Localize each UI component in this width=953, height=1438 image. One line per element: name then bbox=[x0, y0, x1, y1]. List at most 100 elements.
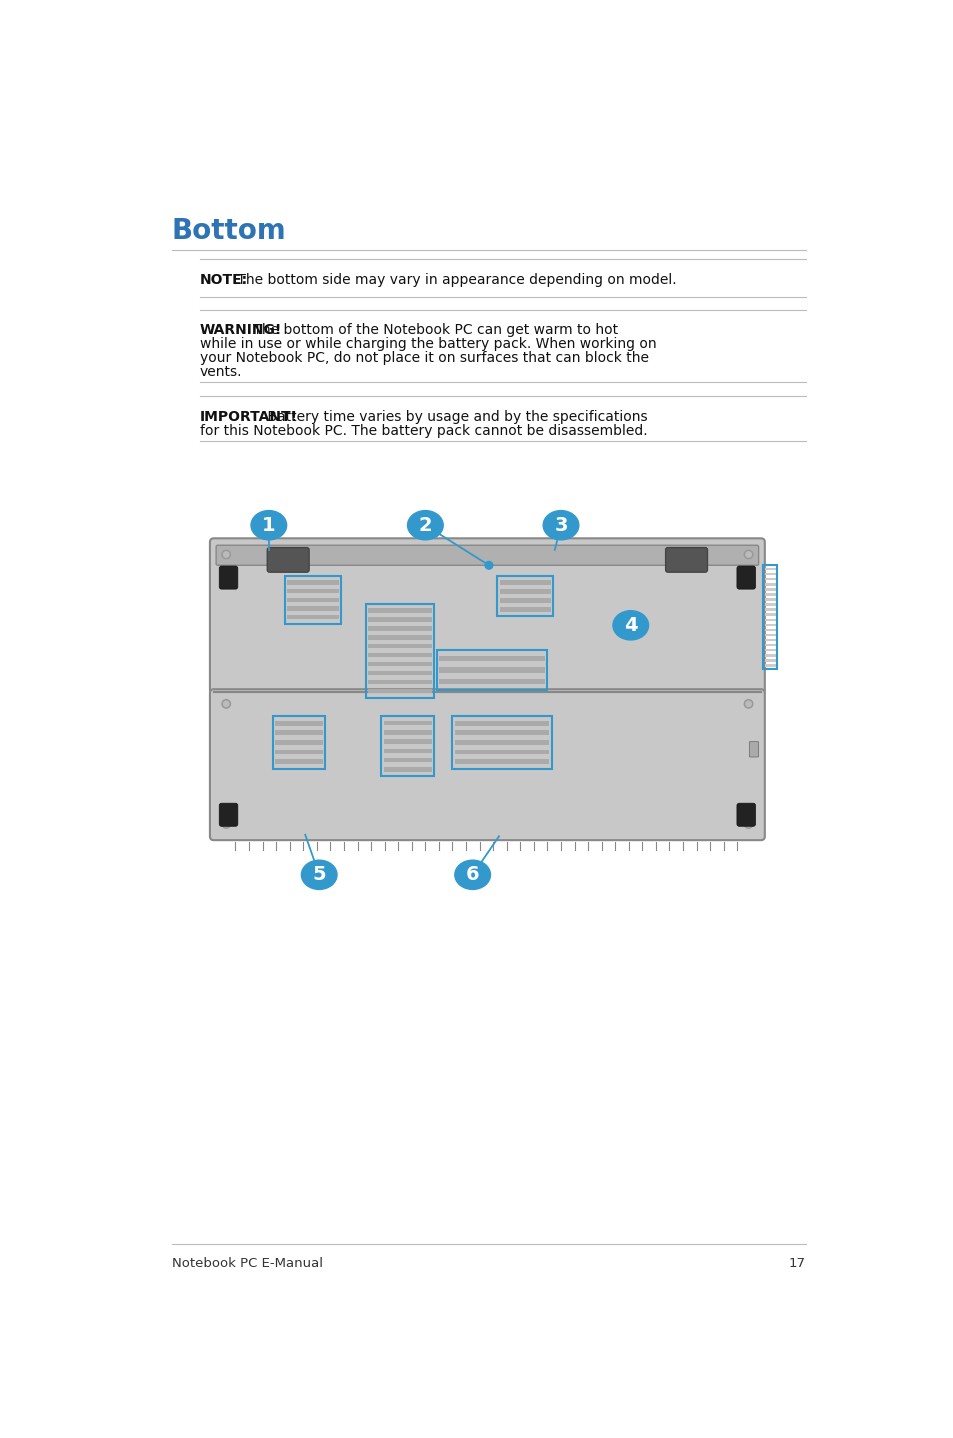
FancyBboxPatch shape bbox=[210, 689, 764, 840]
Bar bbox=[499, 598, 550, 603]
Bar bbox=[764, 588, 775, 591]
Bar bbox=[383, 766, 431, 772]
Bar bbox=[383, 749, 431, 754]
Bar bbox=[368, 617, 431, 621]
Bar bbox=[383, 758, 431, 762]
FancyBboxPatch shape bbox=[267, 548, 309, 572]
Bar bbox=[497, 577, 553, 615]
Bar bbox=[764, 638, 775, 641]
Bar bbox=[439, 667, 544, 673]
FancyBboxPatch shape bbox=[219, 567, 237, 590]
FancyBboxPatch shape bbox=[216, 545, 758, 565]
Circle shape bbox=[743, 551, 752, 559]
Circle shape bbox=[222, 551, 231, 559]
Bar bbox=[368, 689, 431, 693]
Circle shape bbox=[222, 820, 231, 828]
Bar bbox=[287, 615, 338, 620]
Text: Notebook PC E-Manual: Notebook PC E-Manual bbox=[172, 1257, 323, 1270]
Bar bbox=[383, 731, 431, 735]
Bar bbox=[455, 749, 549, 755]
FancyBboxPatch shape bbox=[665, 548, 707, 572]
Bar bbox=[455, 759, 549, 764]
Bar bbox=[452, 716, 551, 768]
Bar bbox=[764, 568, 775, 571]
Text: 3: 3 bbox=[554, 516, 567, 535]
Bar bbox=[285, 577, 340, 624]
Bar bbox=[368, 608, 431, 613]
FancyBboxPatch shape bbox=[219, 804, 237, 827]
Bar bbox=[764, 654, 775, 657]
Bar bbox=[383, 720, 431, 725]
Bar bbox=[455, 720, 549, 726]
Bar bbox=[287, 581, 338, 585]
Bar bbox=[274, 741, 323, 745]
Bar bbox=[368, 644, 431, 649]
Text: WARNING!: WARNING! bbox=[199, 324, 282, 338]
Text: The bottom of the Notebook PC can get warm to hot: The bottom of the Notebook PC can get wa… bbox=[249, 324, 618, 338]
Bar bbox=[439, 656, 544, 661]
Bar bbox=[764, 582, 775, 585]
Text: IMPORTANT!: IMPORTANT! bbox=[199, 410, 297, 424]
FancyBboxPatch shape bbox=[748, 742, 758, 756]
Circle shape bbox=[743, 700, 752, 707]
FancyBboxPatch shape bbox=[736, 804, 755, 827]
Circle shape bbox=[223, 552, 229, 557]
Bar bbox=[764, 592, 775, 595]
Bar bbox=[368, 626, 431, 631]
Circle shape bbox=[745, 552, 750, 557]
Bar bbox=[439, 679, 544, 684]
Bar bbox=[764, 572, 775, 575]
Bar bbox=[764, 634, 775, 636]
Circle shape bbox=[745, 821, 750, 827]
Text: 6: 6 bbox=[465, 866, 479, 884]
Bar bbox=[764, 598, 775, 601]
Bar bbox=[368, 653, 431, 657]
Bar bbox=[368, 672, 431, 676]
Bar bbox=[764, 608, 775, 611]
Text: vents.: vents. bbox=[199, 365, 242, 380]
Text: 4: 4 bbox=[623, 615, 637, 634]
Bar bbox=[365, 604, 434, 697]
Circle shape bbox=[223, 821, 229, 827]
Bar bbox=[764, 604, 775, 605]
Bar bbox=[368, 661, 431, 666]
Circle shape bbox=[484, 561, 493, 569]
FancyBboxPatch shape bbox=[210, 538, 764, 695]
Text: while in use or while charging the battery pack. When working on: while in use or while charging the batte… bbox=[199, 338, 656, 351]
Bar bbox=[764, 618, 775, 621]
Text: 1: 1 bbox=[262, 516, 275, 535]
Text: for this Notebook PC. The battery pack cannot be disassembled.: for this Notebook PC. The battery pack c… bbox=[199, 424, 647, 437]
Bar bbox=[368, 680, 431, 684]
Ellipse shape bbox=[542, 510, 578, 539]
Ellipse shape bbox=[251, 510, 286, 539]
Text: Bottom: Bottom bbox=[172, 217, 287, 246]
Text: Battery time varies by usage and by the specifications: Battery time varies by usage and by the … bbox=[262, 410, 646, 424]
Text: 17: 17 bbox=[788, 1257, 805, 1270]
Bar bbox=[499, 581, 550, 585]
Bar bbox=[274, 731, 323, 735]
Ellipse shape bbox=[407, 510, 443, 539]
Text: The bottom side may vary in appearance depending on model.: The bottom side may vary in appearance d… bbox=[233, 273, 676, 286]
Bar bbox=[274, 749, 323, 755]
Circle shape bbox=[745, 702, 750, 706]
Bar bbox=[274, 720, 323, 726]
Circle shape bbox=[222, 575, 231, 584]
Bar bbox=[273, 716, 325, 768]
Bar bbox=[764, 664, 775, 667]
Text: 5: 5 bbox=[312, 866, 326, 884]
Bar bbox=[764, 628, 775, 631]
Bar bbox=[762, 565, 777, 669]
Bar bbox=[764, 578, 775, 581]
Circle shape bbox=[743, 820, 752, 828]
Ellipse shape bbox=[612, 611, 648, 640]
Bar bbox=[764, 659, 775, 661]
Bar bbox=[455, 731, 549, 735]
Circle shape bbox=[223, 577, 229, 582]
Bar bbox=[764, 649, 775, 651]
Circle shape bbox=[222, 700, 231, 707]
Bar bbox=[455, 741, 549, 745]
FancyBboxPatch shape bbox=[736, 567, 755, 590]
Bar bbox=[499, 590, 550, 594]
Circle shape bbox=[743, 575, 752, 584]
Bar bbox=[764, 614, 775, 615]
